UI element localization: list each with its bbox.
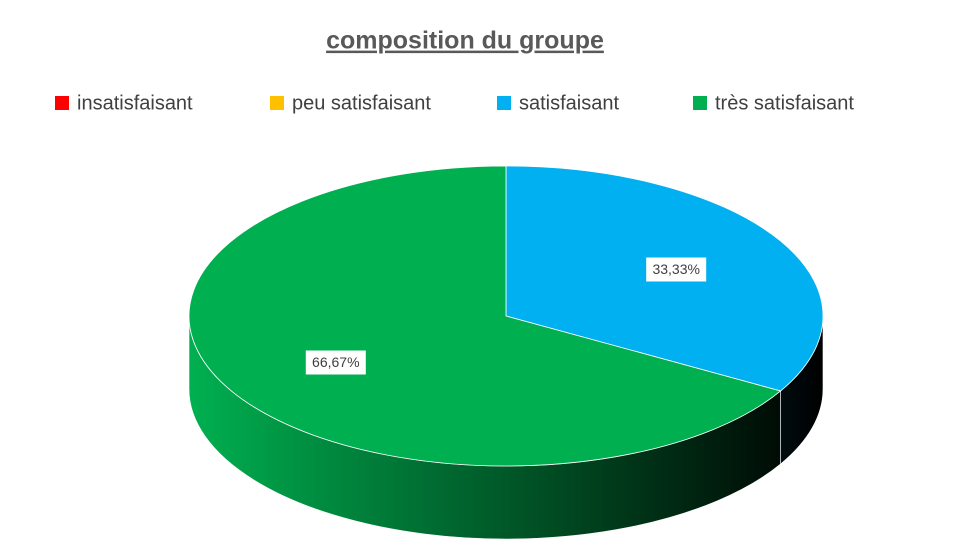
legend-swatch	[270, 96, 284, 110]
pie-slice	[188, 165, 782, 467]
legend-swatch	[693, 96, 707, 110]
data-label-box	[646, 257, 707, 282]
data-label: 33,33%	[652, 261, 699, 277]
legend-swatch	[497, 96, 511, 110]
data-label-box	[305, 350, 366, 375]
legend-label: très satisfaisant	[715, 92, 854, 114]
legend-label: satisfaisant	[519, 92, 619, 114]
chart-title: composition du groupe	[326, 27, 604, 55]
legend-swatch	[55, 96, 69, 110]
legend-label: peu satisfaisant	[292, 92, 431, 114]
legend-label: insatisfaisant	[77, 92, 193, 114]
data-label: 66,67%	[312, 354, 359, 370]
